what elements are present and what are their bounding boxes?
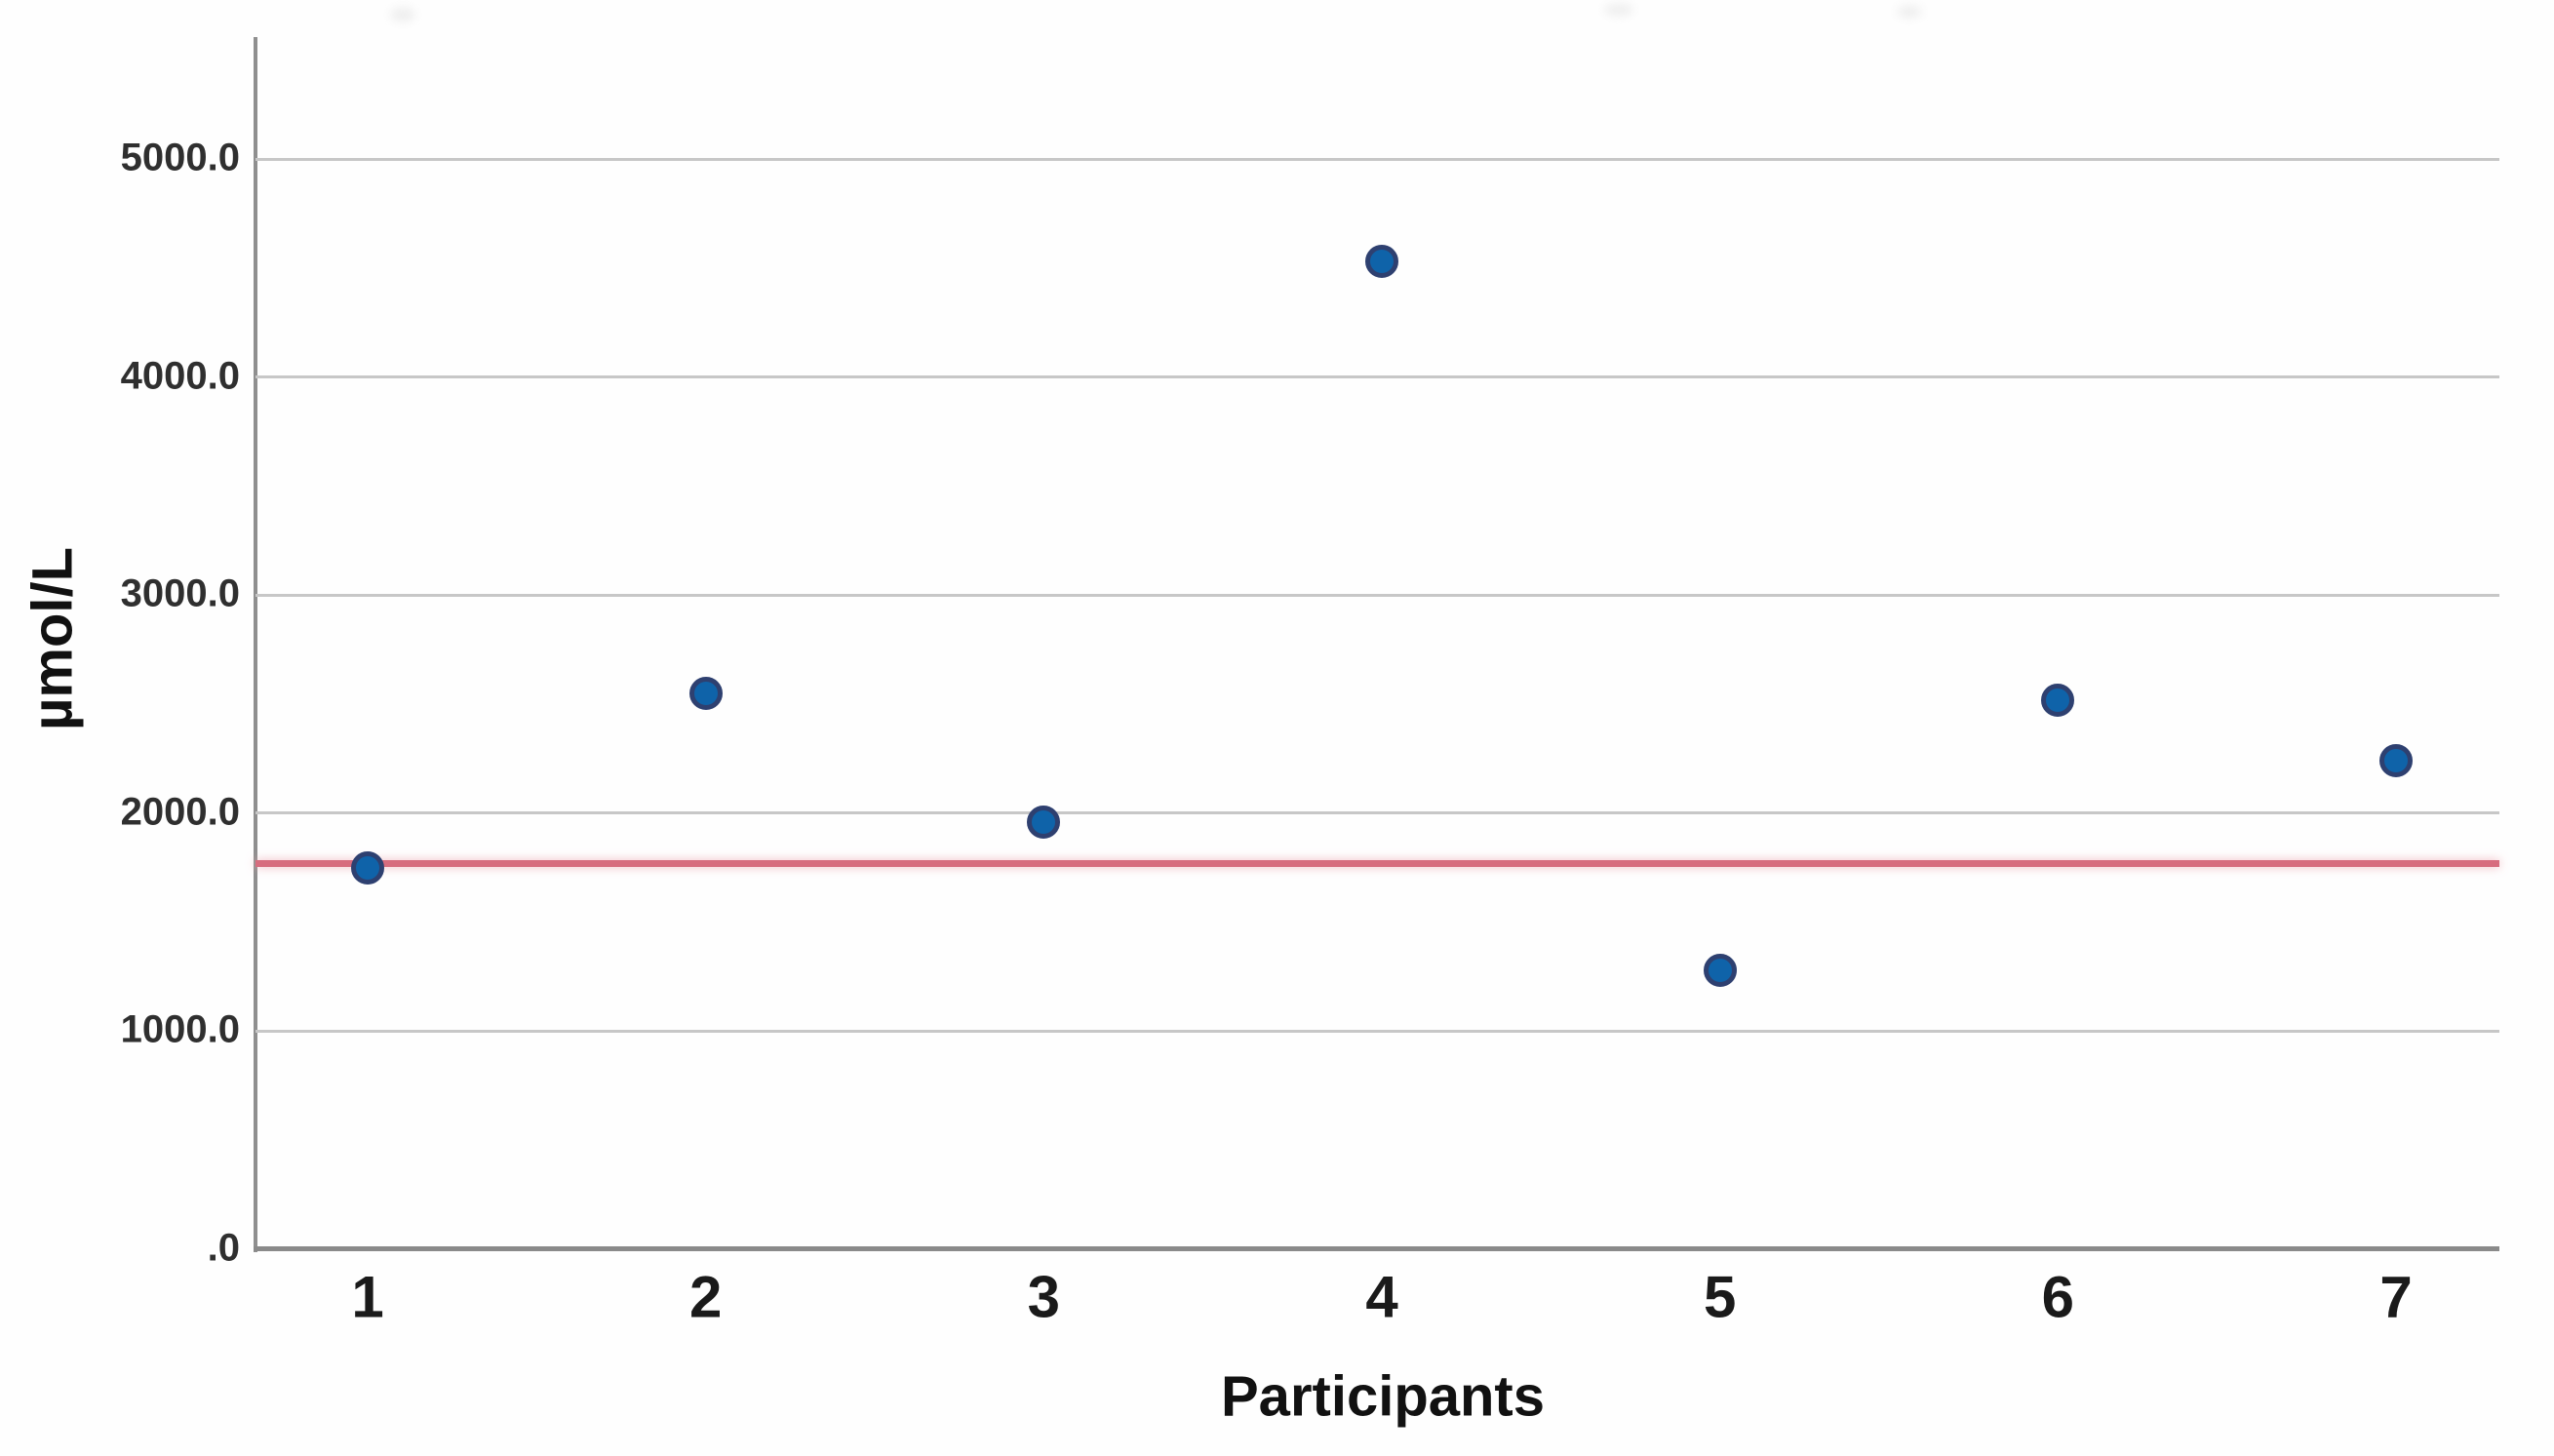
- data-point: [688, 676, 723, 710]
- data-point: [2041, 683, 2075, 717]
- y-tick-label: 2000.0: [120, 790, 240, 834]
- data-point: [1365, 245, 1398, 279]
- data-point: [1703, 953, 1737, 987]
- y-axis-line: [254, 37, 257, 1252]
- y-tick-label: 4000.0: [120, 354, 240, 398]
- x-tick-label: 5: [1703, 1264, 1737, 1330]
- x-axis-title: Participants: [1221, 1364, 1545, 1429]
- x-tick-label: 2: [688, 1264, 723, 1330]
- gridline: [255, 157, 2499, 161]
- gridline: [255, 375, 2499, 379]
- x-tick-label: 4: [1365, 1264, 1398, 1330]
- scan-artifact: [390, 8, 415, 21]
- gridline: [255, 1029, 2499, 1033]
- x-tick-label: 1: [351, 1264, 384, 1330]
- reference-line: [255, 859, 2499, 867]
- x-axis-line: [254, 1246, 2499, 1251]
- y-tick-label: 3000.0: [120, 571, 240, 615]
- data-point: [1027, 805, 1061, 839]
- data-point: [351, 850, 384, 885]
- gridline: [255, 811, 2499, 815]
- x-tick-label: 3: [1027, 1264, 1061, 1330]
- gridline: [255, 593, 2499, 597]
- x-tick-label: 7: [2379, 1264, 2413, 1330]
- scan-artifact: [1604, 4, 1633, 16]
- x-tick-label: 6: [2041, 1264, 2075, 1330]
- y-tick-label: 5000.0: [120, 136, 240, 179]
- plot-area: [254, 37, 2499, 1252]
- data-point: [2379, 744, 2413, 778]
- y-tick-label: .0: [207, 1226, 240, 1270]
- y-tick-label: 1000.0: [120, 1008, 240, 1052]
- scan-artifact: [1897, 6, 1922, 18]
